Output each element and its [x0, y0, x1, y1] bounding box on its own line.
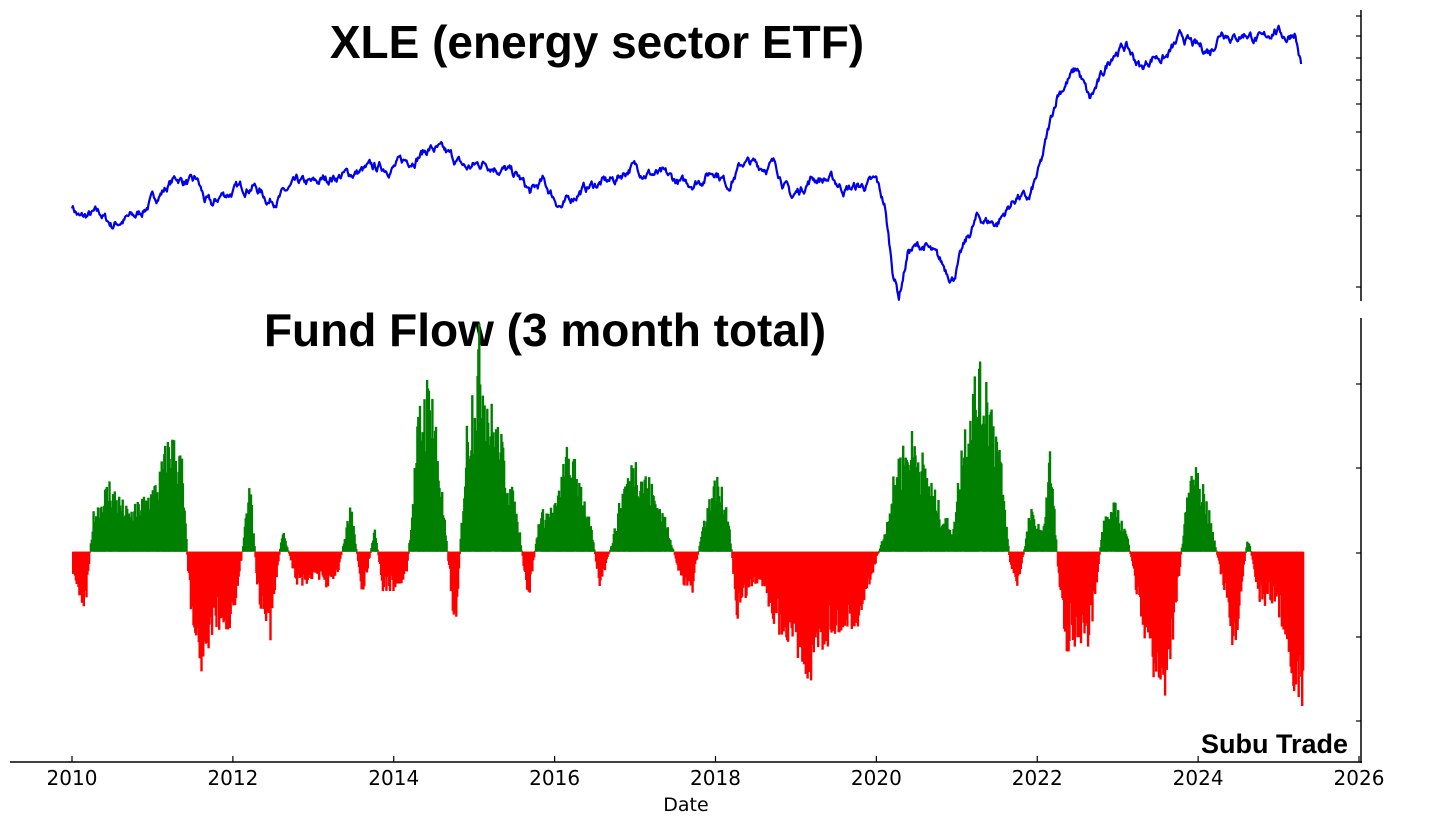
x-tick-label: 2026 [1334, 766, 1385, 790]
x-tick-label: 2024 [1173, 766, 1224, 790]
x-tick-label: 2016 [529, 766, 580, 790]
flow-bar [1301, 551, 1305, 671]
flow-bar [238, 551, 241, 572]
x-tick-label: 2012 [207, 766, 258, 790]
flow-bar [240, 551, 243, 561]
flow-bar [1248, 546, 1252, 552]
flow-bar [593, 549, 596, 552]
flow-bar [607, 551, 610, 555]
flow-bar [252, 533, 255, 552]
flow-bar [1128, 550, 1131, 552]
flow-bar [1098, 551, 1101, 555]
x-tick-label: 2022 [1012, 766, 1063, 790]
fund-flow-chart-title: Fund Flow (3 month total) [264, 304, 826, 356]
flow-bar [608, 551, 611, 553]
flow-bar [877, 551, 880, 554]
flow-bar [1020, 551, 1023, 564]
flow-bar [531, 551, 534, 572]
x-tick-label: 2014 [368, 766, 419, 790]
flow-bar [730, 549, 733, 552]
flow-bar [1179, 551, 1183, 555]
x-axis-label: Date [663, 794, 708, 816]
axes [10, 10, 1362, 763]
flow-bar [1097, 551, 1100, 564]
flow-bar [339, 551, 342, 559]
x-tick-label: 2010 [47, 766, 98, 790]
flow-bar [518, 532, 522, 552]
flow-bar [520, 550, 523, 552]
flow-bar [445, 540, 448, 552]
flow-bar [405, 551, 408, 572]
flow-bar [1007, 545, 1010, 552]
flow-bar [511, 490, 515, 552]
flow-bar [1053, 508, 1056, 552]
flow-bar [1006, 538, 1009, 552]
flow-bar [1215, 550, 1218, 552]
flow-bar [1243, 551, 1246, 562]
x-tick-label: 2018 [690, 766, 741, 790]
x-tick-label: 2020 [851, 766, 902, 790]
flow-bar [533, 551, 536, 558]
flow-bar [1244, 551, 1247, 554]
flow-bar [457, 551, 461, 569]
price-line [70, 24, 1303, 301]
flow-bar [241, 551, 244, 553]
watermark-text: Subu Trade [1201, 729, 1348, 759]
flow-bar [519, 545, 523, 552]
flow-bar [407, 551, 410, 554]
flow-bar [375, 543, 378, 552]
flow-bar [446, 551, 449, 552]
flow-bar [250, 505, 254, 552]
flow-bar [406, 551, 409, 561]
fund-flow-bars [72, 323, 1305, 706]
flow-bar [592, 542, 595, 552]
flow-bar [366, 551, 369, 569]
flow-bar [1178, 551, 1182, 567]
flow-bar [456, 551, 460, 589]
flow-bar [728, 529, 731, 552]
flow-bar [458, 551, 462, 554]
flow-bar [1213, 540, 1216, 552]
flow-bar [368, 551, 371, 558]
flow-bar [355, 548, 358, 552]
flow-bar [1037, 523, 1040, 552]
price-chart-title: XLE (energy sector ETF) [330, 16, 864, 68]
flow-bar [1214, 547, 1217, 552]
flow-bar [1055, 539, 1058, 552]
flow-bar [278, 551, 281, 555]
flow-bar [874, 551, 877, 564]
flow-bar [88, 551, 92, 553]
flow-bar [1022, 551, 1025, 555]
flow-bar [340, 551, 343, 556]
flow-bar [354, 543, 357, 552]
flow-bar [369, 551, 372, 553]
flow-bar [287, 550, 290, 552]
flow-bar [277, 551, 280, 562]
flow-bar [671, 549, 675, 552]
x-axis-ticks: 2010 2012 2014 2016 2018 2020 2022 2024 2026 [47, 756, 1385, 790]
flow-bar [696, 551, 700, 555]
flow-bar [184, 523, 187, 552]
flow-bar [376, 549, 379, 552]
flow-bar [1249, 551, 1253, 552]
flow-bar [1127, 544, 1130, 552]
flow-bar [253, 546, 256, 552]
flow-bar [1003, 509, 1007, 552]
flow-bar [87, 551, 91, 564]
flow-bar [286, 547, 289, 552]
flow-bar [353, 534, 356, 552]
flow-bar [729, 543, 732, 552]
flow-bar [185, 538, 188, 552]
flow-bar [695, 551, 699, 560]
